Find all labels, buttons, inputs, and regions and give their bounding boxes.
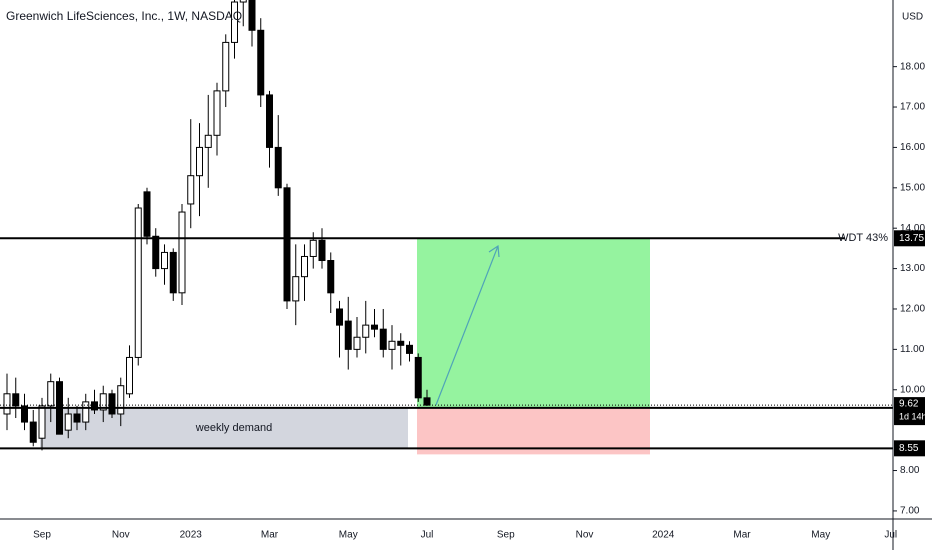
y-tick-label: 18.00 [900, 61, 925, 72]
countdown: 1d 14h [899, 411, 927, 421]
candle-body [126, 356, 133, 395]
candle-body [423, 397, 431, 406]
candle-body [353, 336, 361, 350]
candle-body [169, 251, 177, 294]
chart-title: Greenwich LifeSciences, Inc., 1W, NASDAQ [6, 9, 242, 23]
candle-body [117, 385, 125, 415]
current-price-box [894, 397, 925, 426]
candles [3, 0, 431, 451]
candle-body [12, 393, 20, 407]
x-tick-label: Jul [421, 530, 434, 541]
candle-body [231, 1, 238, 43]
candle-body [152, 235, 160, 270]
candle-body [196, 146, 203, 177]
candle-body [257, 29, 265, 96]
candle-body [91, 401, 98, 411]
candle-body [73, 413, 81, 423]
projection-arrow [435, 245, 499, 406]
y-tick-label: 8.00 [900, 465, 920, 476]
candle-body [47, 381, 55, 407]
candle-body [301, 255, 308, 278]
candle-body [21, 405, 28, 423]
zone [417, 407, 650, 455]
candle-body [178, 211, 186, 294]
candle-body [283, 187, 291, 302]
current-price: 9.62 [899, 399, 919, 410]
candle-body [64, 413, 72, 431]
candle-body [274, 146, 282, 189]
candle-body [318, 239, 326, 262]
zones: weekly demand [40, 238, 650, 455]
levels: WDT 43% [0, 232, 893, 450]
level-label: WDT 43% [838, 232, 888, 244]
candle-body [397, 340, 405, 346]
candle-body [327, 260, 335, 294]
candle-body [248, 0, 256, 31]
y-tick-label: 16.00 [900, 142, 925, 153]
level-tag: 8.55 [899, 443, 919, 454]
candle-body [99, 393, 107, 411]
x-tick-label: Sep [497, 530, 515, 541]
candle-body [187, 175, 195, 205]
x-tick-label: Mar [261, 530, 279, 541]
candle-body [336, 308, 343, 326]
candle-body [388, 340, 396, 350]
level-tag: 13.75 [899, 233, 924, 244]
candle-body [371, 324, 378, 330]
candle-body [3, 393, 11, 415]
zone [40, 407, 408, 449]
candle-body [82, 401, 90, 423]
candle-body [204, 134, 212, 148]
y-tick-label: 14.00 [900, 223, 925, 234]
level-tag-box [894, 440, 925, 457]
candle-body [406, 344, 413, 354]
x-tick-label: Nov [576, 530, 594, 541]
currency: USD [902, 12, 923, 23]
candle-body [414, 356, 422, 399]
zone-label: weekly demand [195, 422, 272, 434]
x-tick-label: Nov [112, 530, 130, 541]
y-tick-label: 17.00 [900, 102, 925, 113]
level-tag-box [894, 230, 925, 247]
candle-body [213, 90, 221, 136]
candle-body [143, 191, 151, 237]
candle-body [108, 393, 116, 415]
x-tick-label: Jul [884, 530, 897, 541]
candle-body [134, 207, 142, 358]
candle-body [292, 276, 300, 302]
arrow-head [488, 244, 500, 258]
candle-body [379, 328, 387, 350]
candle-body [239, 0, 247, 3]
y-tick-label: 12.00 [900, 304, 925, 315]
y-tick-label: 10.00 [900, 384, 925, 395]
axes: 7.00 8.00 10.00 11.00 12.00 13.00 14.00 15.00 16… [33, 61, 925, 540]
candle-body [29, 421, 37, 443]
x-tick-label: Mar [733, 530, 751, 541]
y-tick-label: 11.00 [900, 344, 925, 355]
zone [417, 238, 650, 408]
x-tick-label: May [811, 530, 830, 541]
candle-body [309, 239, 317, 257]
y-tick-label: 13.00 [900, 263, 925, 274]
candle-body [161, 251, 168, 270]
y-tick-label: 7.00 [900, 506, 920, 517]
y-tick-label: 15.00 [900, 182, 925, 193]
x-tick-label: 2024 [652, 530, 675, 541]
candle-body [38, 405, 46, 439]
x-tick-label: May [339, 530, 358, 541]
x-tick-label: 2023 [180, 530, 203, 541]
candle-body [362, 324, 370, 338]
candle-body [344, 320, 352, 350]
x-tick-label: Sep [33, 530, 51, 541]
candle-body [222, 41, 230, 92]
candle-body [266, 94, 273, 148]
